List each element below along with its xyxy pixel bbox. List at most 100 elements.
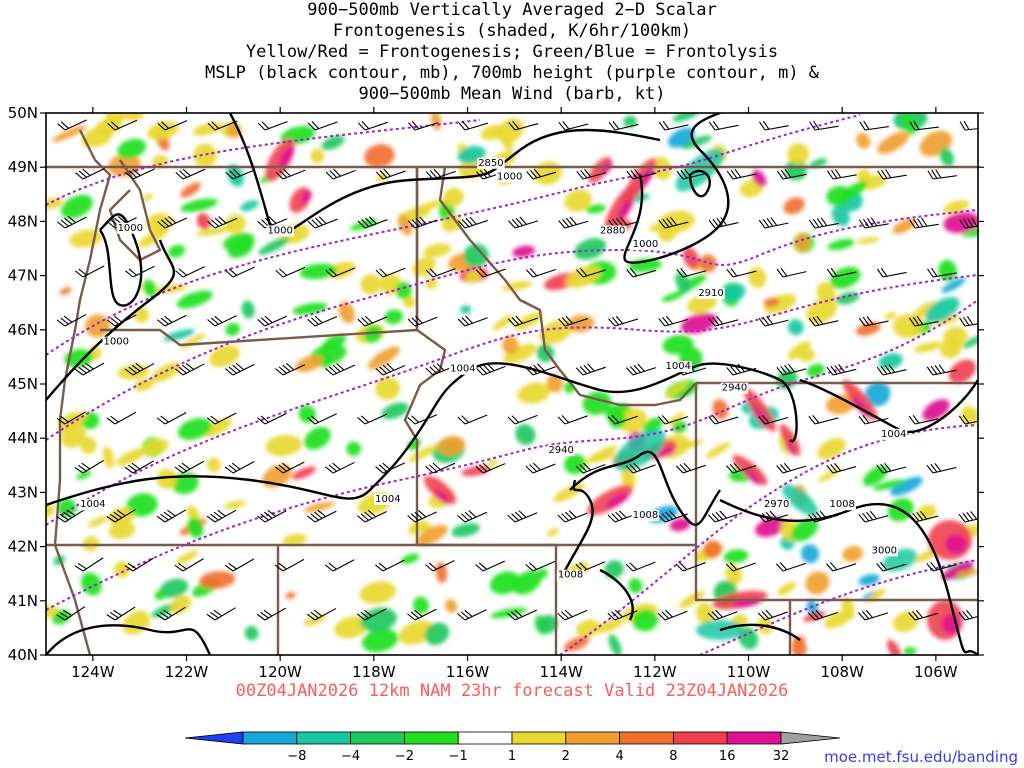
wind-barb xyxy=(475,363,506,376)
wind-barb xyxy=(558,216,589,229)
wind-barb xyxy=(375,168,406,180)
wind-barb xyxy=(608,315,639,327)
mslp-contour-line xyxy=(688,169,711,198)
wind-barb xyxy=(909,217,939,229)
wind-barb xyxy=(726,363,757,376)
wind-barb xyxy=(257,120,288,131)
wind-barb xyxy=(57,119,87,131)
wind-barb xyxy=(458,121,489,131)
wind-barb xyxy=(275,363,305,376)
latitude-labels: 50N 49N 48N 47N 46N 45N 44N 43N 42N 41N 40N xyxy=(8,104,38,664)
wind-barb xyxy=(56,606,86,621)
title-line-5: 900−500mb Mean Wind (barb, kt) xyxy=(358,84,666,104)
credit-url[interactable]: moe.met.fsu.edu/banding xyxy=(824,748,1018,766)
lat-label: 47N xyxy=(8,267,38,285)
wind-barb xyxy=(676,168,707,180)
wind-barb xyxy=(375,559,405,572)
axis-ticks xyxy=(40,107,984,661)
west-coast xyxy=(53,129,112,655)
colorbar-swatch xyxy=(565,731,620,745)
wind-barb xyxy=(457,216,488,229)
wind-barb xyxy=(625,561,656,572)
wind-barb xyxy=(558,120,589,131)
wind-barb xyxy=(375,363,406,376)
wind-barb xyxy=(74,557,104,572)
wind-barb xyxy=(207,120,238,131)
wind-barb xyxy=(757,609,788,621)
wind-barb xyxy=(776,267,807,278)
wind-barb xyxy=(776,169,807,180)
mslp-contour-line xyxy=(228,113,661,236)
mslp-contour-label: 1000 xyxy=(633,239,658,250)
wind-barb xyxy=(407,414,438,425)
height-contour-label: 2910 xyxy=(698,288,723,299)
wind-barb xyxy=(876,267,907,278)
wind-barb xyxy=(124,557,154,572)
longitude-labels: 124W 122W 120W 118W 116W 114W 112W 110W 108W 106W xyxy=(71,663,958,681)
wind-barb xyxy=(256,607,287,621)
wind-barb xyxy=(726,462,757,474)
wind-barb xyxy=(457,315,488,327)
wind-barb xyxy=(106,606,136,621)
wind-barb xyxy=(125,168,156,180)
mslp-contour-label: 1008 xyxy=(829,499,854,510)
wind-barb xyxy=(174,362,205,376)
wind-barb xyxy=(375,267,406,278)
colorbar-swatch xyxy=(350,731,405,745)
wind-barb xyxy=(407,608,437,621)
wind-barb xyxy=(526,168,557,180)
wind-barb xyxy=(776,363,807,376)
wind-barb xyxy=(324,559,355,572)
wind-barb xyxy=(608,120,639,131)
wind-barb xyxy=(156,509,187,523)
wind-barb xyxy=(876,364,907,376)
wind-barb xyxy=(125,265,155,278)
wind-barb xyxy=(676,267,707,278)
wind-barb xyxy=(708,217,739,229)
colorbar-label: −2 xyxy=(395,749,414,764)
wind-barb xyxy=(407,315,438,327)
height-contour-line xyxy=(46,119,481,206)
wind-barb xyxy=(758,414,789,425)
colorbar-swatch xyxy=(296,731,351,745)
wind-barb xyxy=(707,510,738,523)
wind-barb xyxy=(507,315,538,327)
mslp-contour-label: 1004 xyxy=(450,364,475,375)
wind-barb xyxy=(407,510,437,523)
wind-barb xyxy=(107,119,138,131)
wind-barb xyxy=(826,462,857,474)
wind-barb xyxy=(807,609,838,621)
mslp-contour-line xyxy=(98,213,143,307)
wind-barb xyxy=(657,510,688,523)
lat-label: 50N xyxy=(8,104,38,122)
wind-barb xyxy=(658,415,689,425)
mslp-contour-line xyxy=(46,239,176,401)
lat-label: 40N xyxy=(8,646,38,664)
colorbar-min-arrow xyxy=(184,731,244,745)
wind-barb xyxy=(726,169,757,180)
wind-barb xyxy=(274,461,305,474)
wind-barb xyxy=(657,609,688,621)
wind-barb xyxy=(908,414,939,425)
wind-barb xyxy=(508,216,539,229)
wind-barb xyxy=(908,510,939,523)
puget-sound xyxy=(108,159,162,262)
wind-barb xyxy=(858,316,889,327)
wind-barb xyxy=(758,217,789,229)
wind-barb xyxy=(826,562,857,572)
wind-barb xyxy=(958,609,978,621)
wind-barb xyxy=(808,414,839,425)
height-contour-label: 2970 xyxy=(764,499,789,510)
wind-barb xyxy=(507,609,538,621)
wind-barb xyxy=(425,168,456,180)
wind-barb xyxy=(858,609,889,621)
colorbar-label: 16 xyxy=(719,749,736,764)
wind-barb xyxy=(809,120,839,131)
mslp-contour-line xyxy=(569,450,721,526)
wind-barb xyxy=(557,510,588,523)
colorbar-label: 8 xyxy=(669,749,677,764)
wind-barb xyxy=(224,461,255,474)
mslp-contour-label: 1000 xyxy=(497,171,522,182)
lon-label: 112W xyxy=(633,663,677,681)
